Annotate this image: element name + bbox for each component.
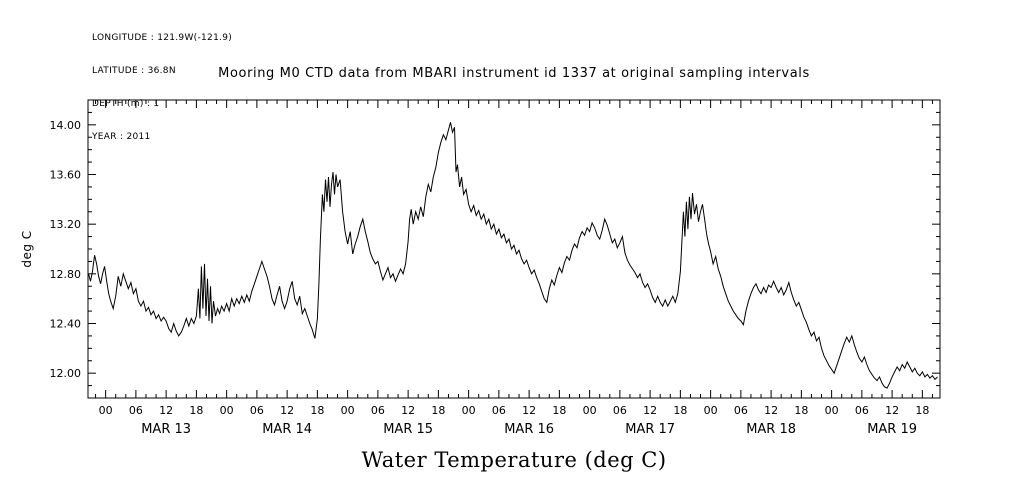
x-day-label: MAR 19 (867, 422, 917, 437)
x-hour-label: 06 (371, 404, 385, 417)
y-tick-label: 13.20 (50, 218, 82, 231)
y-tick-label: 12.40 (50, 318, 82, 331)
x-hour-label: 12 (522, 404, 536, 417)
x-hour-label: 18 (431, 404, 445, 417)
y-tick-label: 13.60 (50, 169, 82, 182)
x-hour-label: 18 (794, 404, 808, 417)
y-tick-label: 12.80 (50, 268, 82, 281)
x-hour-label: 06 (855, 404, 869, 417)
x-day-label: MAR 15 (383, 422, 433, 437)
x-day-label: MAR 14 (262, 422, 312, 437)
x-day-label: MAR 13 (141, 422, 191, 437)
x-hour-label: 12 (280, 404, 294, 417)
x-hour-label: 18 (310, 404, 324, 417)
x-hour-label: 00 (825, 404, 839, 417)
x-hour-label: 18 (915, 404, 929, 417)
x-hour-label: 00 (220, 404, 234, 417)
chart-title: Mooring M0 CTD data from MBARI instrumen… (218, 66, 810, 81)
metadata-year: YEAR : 2011 (92, 132, 151, 142)
x-hour-label: 06 (734, 404, 748, 417)
x-hour-label: 12 (643, 404, 657, 417)
x-hour-label: 00 (462, 404, 476, 417)
x-hour-label: 00 (583, 404, 597, 417)
y-tick-label: 12.00 (50, 367, 82, 380)
x-hour-label: 12 (401, 404, 415, 417)
x-hour-label: 12 (885, 404, 899, 417)
x-day-label: MAR 16 (504, 422, 554, 437)
x-hour-label: 12 (159, 404, 173, 417)
x-hour-label: 00 (341, 404, 355, 417)
metadata-latitude: LATITUDE : 36.8N (92, 66, 176, 76)
x-hour-label: 00 (99, 404, 113, 417)
x-hour-label: 06 (129, 404, 143, 417)
x-hour-label: 12 (764, 404, 778, 417)
x-axis-title: Water Temperature (deg C) (361, 448, 667, 472)
y-tick-label: 14.00 (50, 119, 82, 132)
x-day-label: MAR 17 (625, 422, 675, 437)
x-hour-label: 18 (552, 404, 566, 417)
x-hour-label: 06 (613, 404, 627, 417)
x-hour-label: 06 (250, 404, 264, 417)
temperature-series-line (88, 122, 938, 389)
x-hour-label: 18 (673, 404, 687, 417)
x-hour-label: 06 (492, 404, 506, 417)
x-day-label: MAR 18 (746, 422, 796, 437)
x-hour-label: 18 (189, 404, 203, 417)
x-hour-label: 00 (704, 404, 718, 417)
metadata-longitude: LONGITUDE : 121.9W(-121.9) (92, 33, 233, 43)
plot-frame (87, 99, 941, 399)
